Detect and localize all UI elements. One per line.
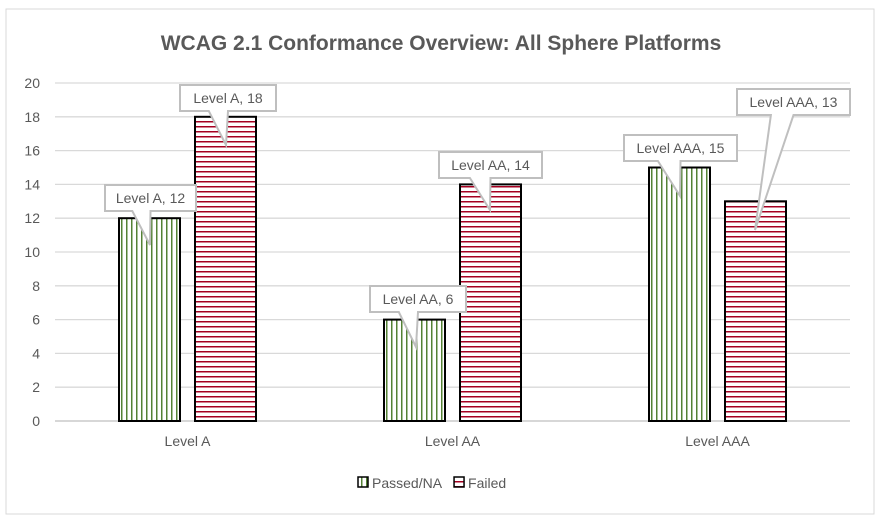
bar-failed xyxy=(459,183,522,422)
y-tick-label: 12 xyxy=(24,210,40,226)
data-label-callout: Level AAA, 13 xyxy=(736,88,851,231)
y-tick-label: 10 xyxy=(24,244,40,260)
x-tick-label: Level A xyxy=(165,433,212,449)
data-label-callout: Level AA, 14 xyxy=(438,151,543,214)
legend-label: Passed/NA xyxy=(372,475,443,491)
y-tick-label: 20 xyxy=(24,75,40,91)
data-label: Level AA, 6 xyxy=(383,291,454,307)
data-label: Level AAA, 15 xyxy=(637,140,725,156)
callout-shape xyxy=(369,285,467,351)
data-label-callout: Level AAA, 15 xyxy=(623,134,738,200)
y-tick-label: 14 xyxy=(24,176,40,192)
callout-shape xyxy=(623,134,738,200)
data-label: Level A, 12 xyxy=(116,190,185,206)
data-label-callout: Level AA, 6 xyxy=(369,285,467,351)
callout-shape xyxy=(736,88,851,231)
x-tick-label: Level AAA xyxy=(685,433,750,449)
data-label: Level AAA, 13 xyxy=(750,94,838,110)
bar-failed xyxy=(724,200,787,422)
callout-shape xyxy=(104,184,197,246)
y-tick-label: 6 xyxy=(32,312,40,328)
data-label: Level A, 18 xyxy=(193,90,262,106)
y-tick-label: 8 xyxy=(32,278,40,294)
callout-shape xyxy=(438,151,543,214)
bar-failed xyxy=(194,115,257,423)
y-tick-label: 4 xyxy=(32,345,40,361)
y-tick-label: 16 xyxy=(24,143,40,159)
chart-title: WCAG 2.1 Conformance Overview: All Spher… xyxy=(161,32,722,55)
legend-swatch xyxy=(453,476,465,488)
bar-passed-na xyxy=(118,217,181,422)
y-tick-label: 0 xyxy=(32,413,40,429)
legend-label: Failed xyxy=(468,475,506,491)
x-tick-label: Level AA xyxy=(425,433,481,449)
y-tick-label: 18 xyxy=(24,109,40,125)
data-label-callout: Level A, 12 xyxy=(104,184,197,246)
legend-swatch xyxy=(357,476,369,488)
data-label-callout: Level A, 18 xyxy=(179,84,277,149)
callout-shape xyxy=(179,84,277,149)
y-tick-label: 2 xyxy=(32,379,40,395)
bar-passed-na xyxy=(648,166,711,422)
data-label: Level AA, 14 xyxy=(451,157,530,173)
